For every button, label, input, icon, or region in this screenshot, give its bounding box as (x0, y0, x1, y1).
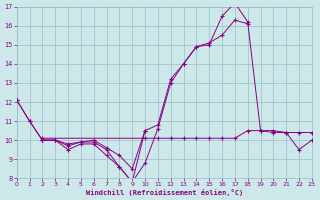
X-axis label: Windchill (Refroidissement éolien,°C): Windchill (Refroidissement éolien,°C) (86, 189, 243, 196)
